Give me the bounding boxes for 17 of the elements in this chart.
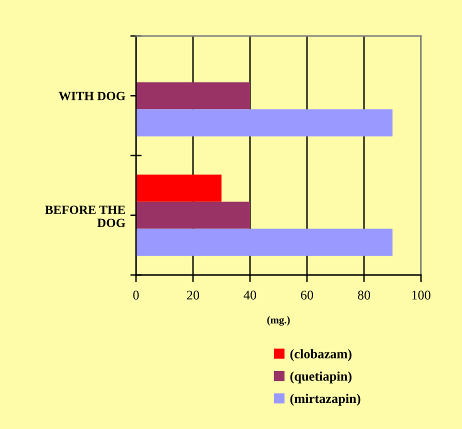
bar — [136, 109, 392, 136]
bar — [136, 202, 250, 229]
x-tick-label: 20 — [186, 290, 200, 300]
bar — [136, 82, 250, 110]
x-axis-title: (mg.) — [267, 316, 290, 326]
bar — [136, 174, 222, 202]
x-tick-label: 100 — [412, 290, 430, 300]
legend-label: (mirtazapin) — [290, 394, 360, 406]
legend-label: (quetiapin) — [290, 371, 352, 384]
x-tick-label: 80 — [358, 290, 370, 300]
bar — [136, 228, 392, 256]
y-tick-label: BEFORE THE DOG — [45, 206, 126, 228]
y-tick-label: WITH DOG — [58, 92, 126, 100]
x-tick-label: 60 — [300, 290, 314, 300]
x-tick-label: 0 — [133, 290, 139, 300]
x-tick-label: 40 — [244, 290, 256, 300]
legend-label: (clobazam) — [290, 349, 352, 362]
